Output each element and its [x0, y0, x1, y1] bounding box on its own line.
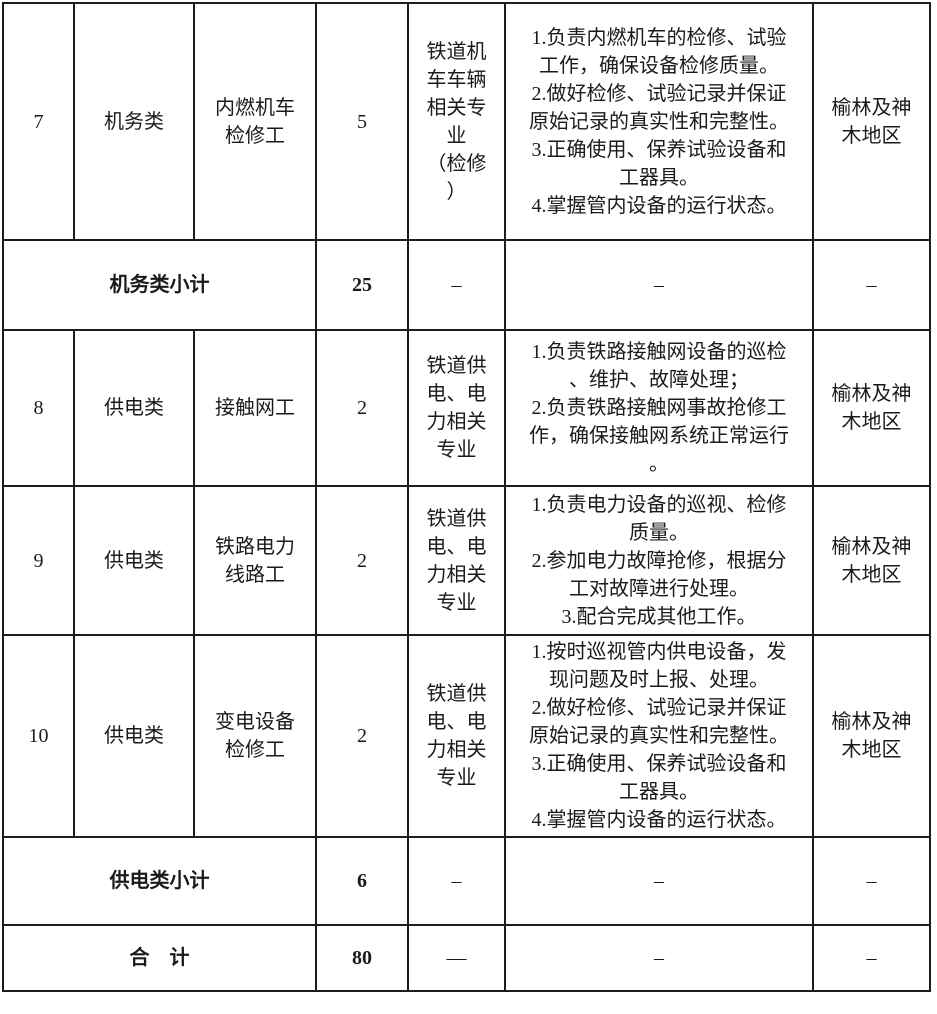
recruitment-table-page: 7 机务类 内燃机车 检修工 5 铁道机 车车辆 相关专 业 （检修 ） 1.负… — [2, 2, 931, 992]
major-cell: 铁道供 电、电 力相关 专业 — [407, 634, 506, 838]
position-cell: 铁路电力 线路工 — [193, 485, 317, 636]
row-number-cell: 10 — [2, 634, 75, 838]
location-cell: 榆林及神 木地区 — [812, 2, 931, 241]
row-number-cell: 7 — [2, 2, 75, 241]
row-number-cell: 8 — [2, 329, 75, 487]
headcount-cell: 2 — [315, 634, 409, 838]
row-number-cell: 9 — [2, 485, 75, 636]
major-cell: 铁道机 车车辆 相关专 业 （检修 ） — [407, 2, 506, 241]
location-cell: 榆林及神 木地区 — [812, 634, 931, 838]
recruitment-positions-table: 7 机务类 内燃机车 检修工 5 铁道机 车车辆 相关专 业 （检修 ） 1.负… — [2, 2, 931, 992]
location-dash-cell: – — [812, 924, 931, 992]
position-cell: 内燃机车 检修工 — [193, 2, 317, 241]
subtotal-label-cell: 供电类小计 — [2, 836, 317, 926]
location-cell: 榆林及神 木地区 — [812, 329, 931, 487]
category-cell: 供电类 — [73, 485, 195, 636]
total-label-cell: 合 计 — [2, 924, 317, 992]
location-dash-cell: – — [812, 239, 931, 331]
duties-dash-cell: – — [504, 836, 814, 926]
subtotal-count-cell: 25 — [315, 239, 409, 331]
category-cell: 供电类 — [73, 329, 195, 487]
table-row-8: 8 供电类 接触网工 2 铁道供 电、电 力相关 专业 1.负责铁路接触网设备的… — [2, 329, 931, 487]
position-cell: 接触网工 — [193, 329, 317, 487]
major-cell: 铁道供 电、电 力相关 专业 — [407, 485, 506, 636]
table-row-9: 9 供电类 铁路电力 线路工 2 铁道供 电、电 力相关 专业 1.负责电力设备… — [2, 485, 931, 636]
duties-cell: 1.负责铁路接触网设备的巡检 、维护、故障处理； 2.负责铁路接触网事故抢修工 … — [504, 329, 814, 487]
subtotal-count-cell: 6 — [315, 836, 409, 926]
major-dash-cell: – — [407, 239, 506, 331]
location-dash-cell: – — [812, 836, 931, 926]
position-cell: 变电设备 检修工 — [193, 634, 317, 838]
headcount-cell: 5 — [315, 2, 409, 241]
duties-cell: 1.负责内燃机车的检修、试验 工作，确保设备检修质量。 2.做好检修、试验记录并… — [504, 2, 814, 241]
total-count-cell: 80 — [315, 924, 409, 992]
location-cell: 榆林及神 木地区 — [812, 485, 931, 636]
category-cell: 供电类 — [73, 634, 195, 838]
total-row: 合 计 80 — – – — [2, 924, 931, 992]
table-row-10: 10 供电类 变电设备 检修工 2 铁道供 电、电 力相关 专业 1.按时巡视管… — [2, 634, 931, 838]
duties-dash-cell: – — [504, 924, 814, 992]
major-dash-cell: – — [407, 836, 506, 926]
headcount-cell: 2 — [315, 485, 409, 636]
table-row-7: 7 机务类 内燃机车 检修工 5 铁道机 车车辆 相关专 业 （检修 ） 1.负… — [2, 2, 931, 241]
headcount-cell: 2 — [315, 329, 409, 487]
major-dash-cell: — — [407, 924, 506, 992]
duties-cell: 1.按时巡视管内供电设备，发 现问题及时上报、处理。 2.做好检修、试验记录并保… — [504, 634, 814, 838]
duties-dash-cell: – — [504, 239, 814, 331]
category-cell: 机务类 — [73, 2, 195, 241]
subtotal-row-jiwu: 机务类小计 25 – – – — [2, 239, 931, 331]
subtotal-row-gongdian: 供电类小计 6 – – – — [2, 836, 931, 926]
duties-cell: 1.负责电力设备的巡视、检修 质量。 2.参加电力故障抢修，根据分 工对故障进行… — [504, 485, 814, 636]
major-cell: 铁道供 电、电 力相关 专业 — [407, 329, 506, 487]
subtotal-label-cell: 机务类小计 — [2, 239, 317, 331]
